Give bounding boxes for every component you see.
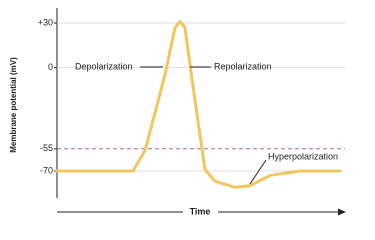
- y-tick-label: -55: [40, 143, 53, 153]
- annotation: Depolarization: [75, 61, 133, 71]
- y-axis-label: Membrane potential (mV): [9, 57, 18, 153]
- action-potential-curve: [55, 20, 342, 189]
- arrow-head: [338, 208, 346, 216]
- chart: Membrane potential (mV) Time +30 0 -55 -70 D…: [9, 8, 346, 216]
- y-tick-label: +30: [38, 17, 53, 27]
- annotation: Hyperpolarization: [268, 151, 338, 161]
- annotation-leader: [249, 159, 267, 185]
- y-tick-label: -70: [40, 165, 53, 175]
- y-tick-label: 0: [48, 62, 53, 72]
- annotation: Repolarization: [214, 61, 272, 71]
- x-axis-label: Time: [190, 206, 211, 216]
